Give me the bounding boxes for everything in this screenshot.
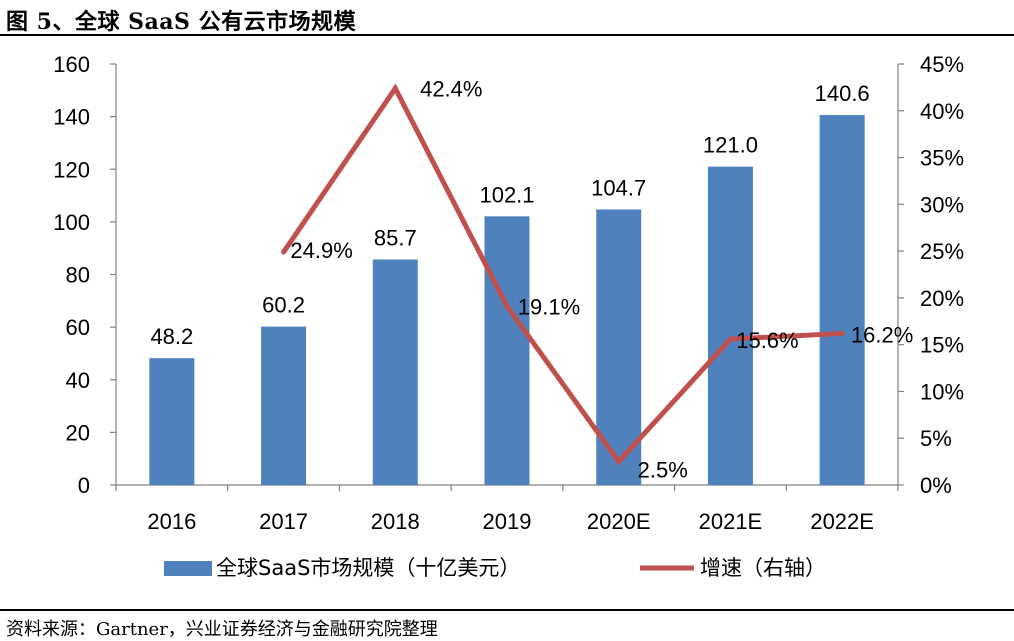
legend-line-label: 增速（右轴）: [700, 556, 826, 580]
bar: [819, 115, 865, 485]
bar-value-label: 85.7: [374, 226, 417, 251]
x-axis-tick-label: 2020E: [587, 509, 651, 534]
growth-point: [281, 249, 287, 255]
legend: 全球SaaS市场规模（十亿美元） 增速（右轴）: [164, 556, 826, 580]
right-axis-tick-label: 15%: [920, 333, 964, 358]
legend-bar-label: 全球SaaS市场规模（十亿美元）: [216, 556, 520, 580]
growth-value-label: 2.5%: [638, 458, 688, 483]
bar-series: [149, 115, 865, 486]
x-axis-tick-label: 2017: [259, 509, 308, 534]
growth-point: [504, 303, 510, 309]
right-axis-tick-label: 30%: [920, 192, 964, 217]
growth-value-label: 42.4%: [420, 76, 482, 101]
left-axis-tick-label: 40: [66, 368, 90, 393]
growth-line: [281, 83, 843, 466]
left-axis-tick-label: 0: [78, 473, 90, 498]
growth-point: [839, 330, 845, 336]
chart: 0 20 40 60 80 100 120 140 160 0% 5% 10% 15% 20% 25% 30%…: [53, 52, 964, 580]
x-axis-tick-label: 2016: [147, 509, 196, 534]
growth-value-label: 19.1%: [518, 294, 580, 319]
right-axis-tick-label: 10%: [920, 379, 964, 404]
growth-value-label: 15.6%: [736, 328, 798, 353]
left-axis-tick-label: 20: [66, 420, 90, 445]
left-axis-tick-label: 60: [66, 315, 90, 340]
legend-bar-swatch: [164, 561, 212, 576]
growth-value-label: 16.2%: [851, 322, 913, 347]
figure-title: 图 5、全球 SaaS 公有云市场规模: [6, 9, 357, 35]
bar: [372, 259, 418, 485]
right-axis-tick-label: 35%: [920, 146, 964, 171]
source-note: 资料来源：Gartner，兴业证券经济与金融研究院整理: [6, 619, 438, 640]
left-axis-tick-label: 160: [53, 52, 90, 77]
bar: [149, 358, 195, 485]
growth-point: [392, 85, 398, 91]
right-axis-tick-label: 5%: [920, 426, 952, 451]
line-series: [281, 83, 845, 466]
bottom-rule: [0, 609, 1014, 611]
data-labels: 48.2 60.2 85.7 102.1 104.7 121.0 140.6 24.9% 42.…: [150, 76, 913, 482]
bar-value-label: 102.1: [479, 182, 534, 207]
x-axis-tick-label: 2018: [371, 509, 420, 534]
bar-value-label: 104.7: [591, 176, 646, 201]
left-axis-tick-label: 100: [53, 210, 90, 235]
right-axis-tick-label: 40%: [920, 99, 964, 124]
left-axis-tick-label: 80: [66, 263, 90, 288]
left-axis-tick-label: 120: [53, 157, 90, 182]
bar: [484, 216, 530, 486]
bar: [261, 326, 307, 485]
right-axis-tick-label: 20%: [920, 286, 964, 311]
right-axis-tick-label: 45%: [920, 52, 964, 77]
growth-value-label: 24.9%: [290, 238, 352, 263]
bar-value-label: 60.2: [262, 293, 305, 318]
left-axis-tick-label: 140: [53, 105, 90, 130]
x-axis-tick-label: 2022E: [810, 509, 874, 534]
x-axis-tick-label: 2019: [483, 509, 532, 534]
bar-value-label: 140.6: [815, 81, 870, 106]
bar-value-label: 48.2: [150, 324, 193, 349]
growth-point: [727, 336, 733, 342]
growth-point: [616, 459, 622, 465]
bar: [707, 166, 753, 485]
bar-value-label: 121.0: [703, 133, 758, 158]
x-axis-tick-label: 2021E: [699, 509, 763, 534]
top-rule: [0, 34, 1014, 36]
right-axis-tick-label: 25%: [920, 239, 964, 264]
chart-axes: 0 20 40 60 80 100 120 140 160 0% 5% 10% 15% 20% 25% 30%…: [53, 52, 964, 534]
right-axis-tick-label: 0%: [920, 473, 952, 498]
